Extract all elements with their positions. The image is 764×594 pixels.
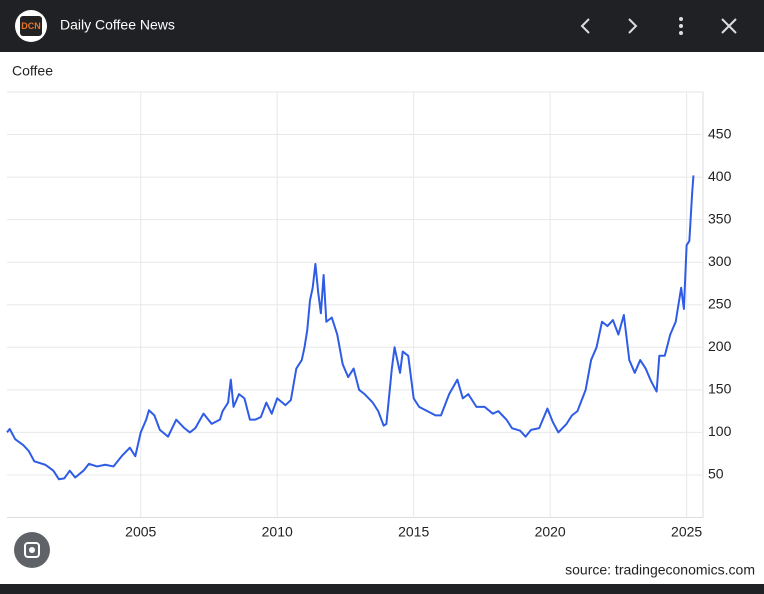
y-tick-label: 200: [708, 338, 732, 354]
price-line: [6, 175, 695, 481]
y-tick-label: 50: [708, 466, 724, 482]
lens-icon: [24, 542, 40, 558]
forward-button[interactable]: [628, 18, 638, 34]
y-tick-label: 400: [708, 168, 732, 184]
y-tick-label: 250: [708, 295, 732, 311]
y-tick-label: 300: [708, 253, 732, 269]
x-tick-label: 2015: [398, 524, 429, 540]
y-tick-label: 350: [708, 210, 732, 226]
close-button[interactable]: [721, 18, 737, 34]
lens-dot: [29, 547, 35, 553]
back-button[interactable]: [580, 18, 590, 34]
x-tick-label: 2005: [125, 524, 156, 540]
logo-text: DCN: [21, 21, 41, 31]
source: source: tradingeconomics.com: [565, 562, 755, 578]
y-tick-label: 150: [708, 381, 732, 397]
x-tick-label: 2020: [535, 524, 566, 540]
chart-title: Coffee: [12, 63, 53, 79]
x-tick-label: 2010: [262, 524, 293, 540]
y-tick-label: 100: [708, 423, 732, 439]
site-title: Daily Coffee News: [60, 17, 175, 33]
logo-box: [20, 16, 42, 36]
x-tick-label: 2025: [671, 524, 702, 540]
y-tick-label: 450: [708, 125, 732, 141]
menu-button[interactable]: [679, 17, 683, 35]
bottom-bar: [0, 584, 764, 594]
